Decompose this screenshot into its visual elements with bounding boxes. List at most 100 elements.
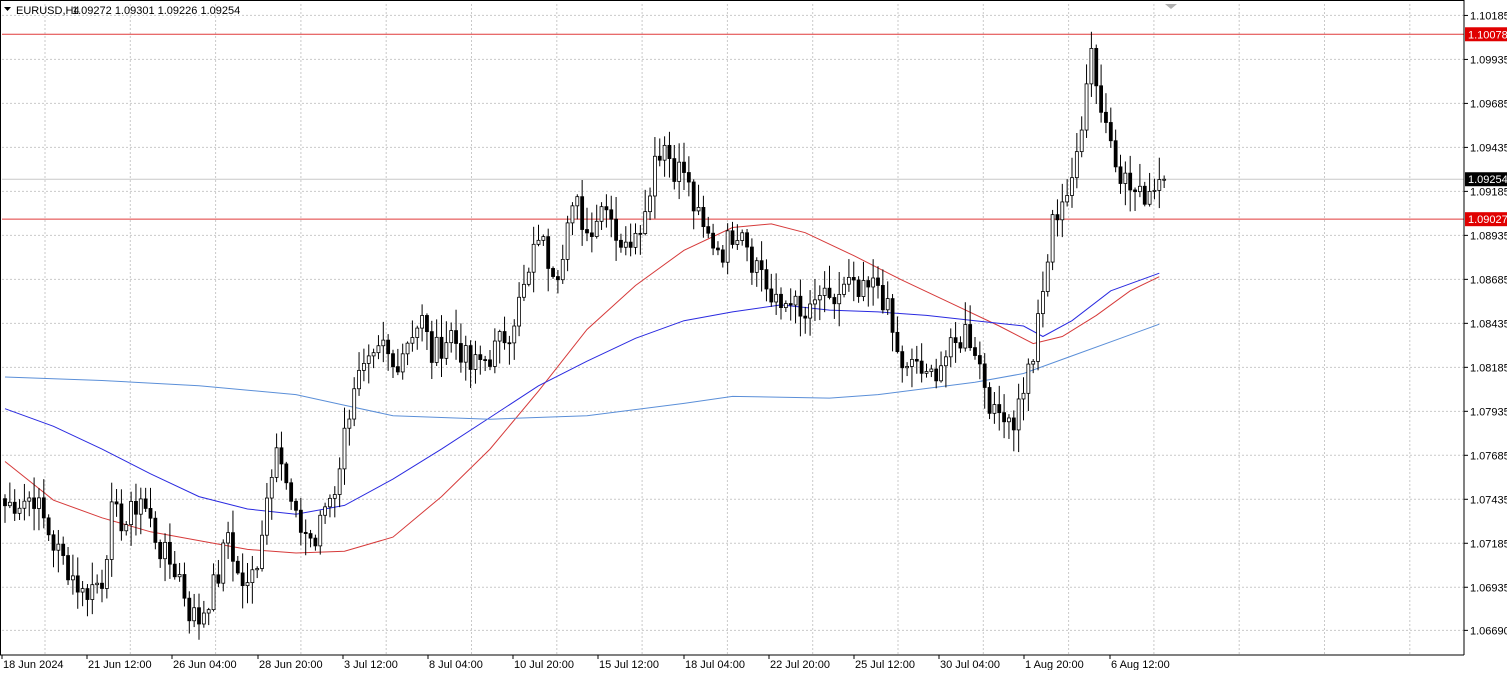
candle (774, 273, 779, 315)
time-axis[interactable]: 18 Jun 2024 21 Jun 12:00 26 Jun 04:00 28 Ju… (1, 655, 1170, 671)
candle (37, 488, 41, 531)
price-tag: 1.09027 (1465, 212, 1507, 227)
candle (871, 259, 876, 306)
candle-body-bull (512, 325, 517, 344)
candle-body-bear (551, 268, 555, 277)
candle-body-bull (357, 369, 361, 390)
candle (405, 341, 410, 366)
candle (192, 593, 197, 628)
candle (148, 487, 153, 528)
candle-body-bull (211, 574, 216, 611)
candle-body-bear (1011, 417, 1016, 431)
candle-body-bear (803, 315, 808, 319)
candle-body-bull (405, 342, 410, 355)
candle (1133, 187, 1137, 211)
grid (2, 4, 1464, 655)
candle-body-bear (1108, 122, 1113, 142)
candle-body-bull (560, 259, 565, 281)
candle (1045, 254, 1050, 297)
candle (1162, 175, 1167, 188)
candle-body-bull (37, 497, 41, 509)
candle-body-bear (614, 218, 618, 241)
time-tick-label: 18 Jul 04:00 (685, 659, 745, 670)
candle-body-bull (1152, 189, 1157, 192)
candle (653, 137, 657, 219)
candle (100, 569, 104, 603)
candle-body-bull (924, 371, 929, 374)
candle (793, 290, 798, 324)
candle-body-bear (919, 360, 924, 374)
candle-body-bear (934, 368, 939, 382)
candle (226, 521, 231, 559)
candle (294, 498, 298, 518)
time-tick-label: 22 Jul 20:00 (770, 659, 830, 670)
candle (376, 335, 381, 360)
candle (483, 355, 488, 372)
candle-body-bull (274, 447, 279, 478)
candle (720, 244, 725, 268)
candle-body-bull (269, 476, 274, 499)
candle-body-bear (1133, 189, 1137, 193)
candle-body-bull (1157, 179, 1162, 191)
candle-body-bear (1104, 111, 1108, 123)
candle (1007, 414, 1011, 439)
candle (1104, 93, 1108, 134)
price-tag: 1.09254 (1465, 172, 1507, 187)
candle-body-bear (75, 575, 80, 593)
price-tick-label: 1.07435 (1470, 494, 1507, 506)
candle-body-bull (376, 345, 381, 354)
candle (1108, 107, 1113, 148)
candle (473, 340, 478, 384)
candle (507, 335, 512, 365)
price-tick-label: 1.09435 (1470, 142, 1507, 154)
candle (328, 494, 332, 518)
shift-marker-icon[interactable] (1165, 4, 1177, 9)
candle (274, 433, 279, 483)
candle (560, 244, 565, 284)
candle (80, 580, 85, 607)
candle-body-bear (483, 359, 488, 361)
candle (963, 302, 968, 352)
candle (231, 510, 235, 582)
candle (1089, 31, 1094, 97)
candle (890, 294, 895, 352)
candle (158, 539, 163, 568)
candle (522, 264, 526, 302)
candle (779, 287, 783, 320)
candle-body-bull (944, 356, 948, 367)
candle-body-bull (90, 584, 95, 600)
candle (308, 529, 313, 548)
price-axis[interactable]: 1.10185 1.09935 1.09685 1.09435 1.09185 1.089… (1464, 10, 1507, 637)
candle-body-bear (458, 343, 463, 363)
candle (1026, 358, 1031, 412)
candle (585, 207, 589, 242)
triangle-down-icon[interactable] (4, 7, 11, 11)
candle (614, 196, 618, 261)
candle-body-bull (1026, 363, 1031, 394)
candle-body-bear (730, 230, 735, 245)
candle (832, 293, 837, 319)
candle (1157, 157, 1162, 209)
candle-body-bull (783, 303, 788, 308)
price-tag-label: 1.09027 (1468, 214, 1507, 226)
candle-body-bear (391, 353, 395, 368)
candle (497, 329, 502, 364)
candle-body-bear (895, 331, 900, 353)
candle-body-bear (289, 482, 294, 502)
candle (357, 352, 361, 396)
candle-body-bear (51, 534, 56, 551)
candle (517, 282, 521, 337)
candle (919, 343, 924, 383)
candle-body-bull (434, 336, 439, 363)
candle-body-bear (32, 497, 36, 509)
candle-body-bear (779, 293, 783, 308)
candle-body-bull (497, 331, 502, 342)
candle-body-bear (488, 359, 492, 367)
candle (575, 194, 580, 220)
moving-average-lightblue (4, 323, 1160, 420)
candle (604, 194, 609, 228)
candle (1002, 394, 1006, 439)
candle-body-bear (968, 324, 973, 349)
